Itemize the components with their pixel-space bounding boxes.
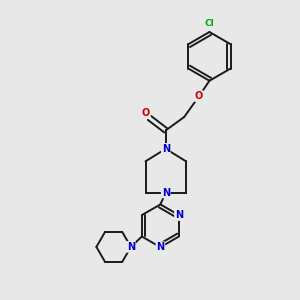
Text: O: O	[142, 108, 150, 118]
Text: N: N	[156, 242, 164, 252]
Text: N: N	[162, 144, 170, 154]
Text: N: N	[175, 210, 183, 220]
Text: Cl: Cl	[205, 19, 214, 28]
Text: N: N	[127, 242, 135, 252]
Text: N: N	[162, 188, 170, 197]
Text: O: O	[195, 91, 203, 101]
